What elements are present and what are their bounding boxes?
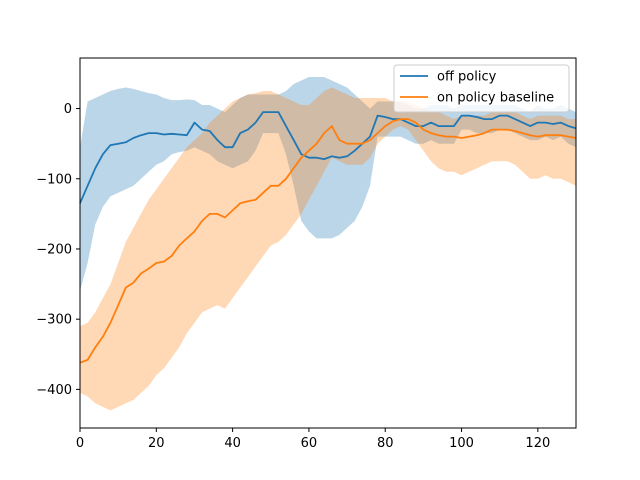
legend-label-1: off policy [437, 70, 497, 85]
series-1-line [79, 111, 577, 204]
y-tick-label: −400 [36, 383, 72, 398]
y-tick-label: −100 [36, 172, 72, 187]
x-tick-label: 20 [148, 436, 165, 451]
y-tick-label: −300 [36, 313, 72, 328]
series-lines [79, 111, 577, 364]
x-axis: 0 20 40 60 80 100 120 [76, 428, 550, 451]
x-tick-label: 40 [224, 436, 241, 451]
legend-box [393, 64, 570, 113]
legend: off policy on policy baseline [393, 64, 570, 113]
x-tick-label: 120 [525, 436, 550, 451]
x-tick-label: 80 [377, 436, 394, 451]
y-tick-label: 0 [64, 102, 72, 117]
series-2-band [80, 87, 576, 411]
y-axis: 0 −100 −200 −300 −400 [36, 102, 80, 398]
x-tick-label: 60 [301, 436, 318, 451]
series-2-line [79, 118, 577, 364]
x-tick-label: 0 [76, 436, 84, 451]
y-tick-label: −200 [36, 242, 72, 257]
legend-label-2: on policy baseline [437, 91, 554, 106]
x-tick-label: 100 [449, 436, 474, 451]
plot-frame [79, 57, 577, 429]
